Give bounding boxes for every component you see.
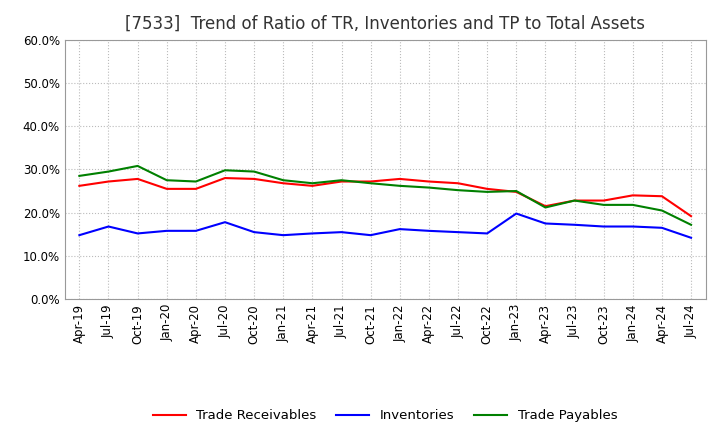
- Trade Receivables: [279, 180, 287, 186]
- Trade Payables: [75, 173, 84, 179]
- Inventories: [192, 228, 200, 234]
- Trade Receivables: [163, 186, 171, 191]
- Trade Payables: [512, 188, 521, 194]
- Trade Payables: [104, 169, 113, 174]
- Trade Payables: [629, 202, 637, 208]
- Trade Receivables: [220, 176, 229, 181]
- Trade Payables: [366, 180, 375, 186]
- Inventories: [250, 230, 258, 235]
- Trade Payables: [599, 202, 608, 208]
- Trade Receivables: [75, 183, 84, 188]
- Inventories: [133, 231, 142, 236]
- Trade Receivables: [104, 179, 113, 184]
- Trade Payables: [657, 208, 666, 213]
- Inventories: [657, 225, 666, 231]
- Trade Receivables: [687, 213, 696, 219]
- Inventories: [337, 230, 346, 235]
- Trade Receivables: [395, 176, 404, 182]
- Title: [7533]  Trend of Ratio of TR, Inventories and TP to Total Assets: [7533] Trend of Ratio of TR, Inventories…: [125, 15, 645, 33]
- Inventories: [104, 224, 113, 229]
- Trade Receivables: [599, 198, 608, 203]
- Trade Receivables: [250, 176, 258, 182]
- Inventories: [220, 220, 229, 225]
- Trade Receivables: [629, 193, 637, 198]
- Inventories: [308, 231, 317, 236]
- Inventories: [395, 227, 404, 232]
- Legend: Trade Receivables, Inventories, Trade Payables: Trade Receivables, Inventories, Trade Pa…: [148, 404, 623, 428]
- Inventories: [629, 224, 637, 229]
- Inventories: [687, 235, 696, 240]
- Trade Payables: [133, 163, 142, 169]
- Trade Receivables: [133, 176, 142, 182]
- Inventories: [483, 231, 492, 236]
- Trade Payables: [220, 168, 229, 173]
- Trade Payables: [454, 187, 462, 193]
- Trade Payables: [163, 178, 171, 183]
- Inventories: [279, 232, 287, 238]
- Trade Payables: [279, 178, 287, 183]
- Trade Receivables: [570, 198, 579, 203]
- Trade Payables: [687, 222, 696, 227]
- Trade Payables: [541, 205, 550, 210]
- Line: Trade Receivables: Trade Receivables: [79, 178, 691, 216]
- Inventories: [541, 221, 550, 226]
- Inventories: [512, 211, 521, 216]
- Trade Payables: [395, 183, 404, 188]
- Trade Payables: [483, 189, 492, 194]
- Trade Receivables: [337, 179, 346, 184]
- Inventories: [75, 232, 84, 238]
- Trade Payables: [570, 198, 579, 203]
- Trade Receivables: [541, 204, 550, 209]
- Inventories: [570, 222, 579, 227]
- Trade Receivables: [454, 180, 462, 186]
- Trade Payables: [308, 180, 317, 186]
- Line: Inventories: Inventories: [79, 213, 691, 238]
- Inventories: [599, 224, 608, 229]
- Trade Receivables: [512, 189, 521, 194]
- Inventories: [163, 228, 171, 234]
- Trade Receivables: [308, 183, 317, 188]
- Trade Payables: [192, 179, 200, 184]
- Trade Receivables: [425, 179, 433, 184]
- Trade Receivables: [657, 194, 666, 199]
- Trade Receivables: [192, 186, 200, 191]
- Inventories: [366, 232, 375, 238]
- Inventories: [454, 230, 462, 235]
- Trade Payables: [337, 178, 346, 183]
- Line: Trade Payables: Trade Payables: [79, 166, 691, 225]
- Trade Receivables: [366, 179, 375, 184]
- Inventories: [425, 228, 433, 234]
- Trade Receivables: [483, 186, 492, 191]
- Trade Payables: [425, 185, 433, 190]
- Trade Payables: [250, 169, 258, 174]
